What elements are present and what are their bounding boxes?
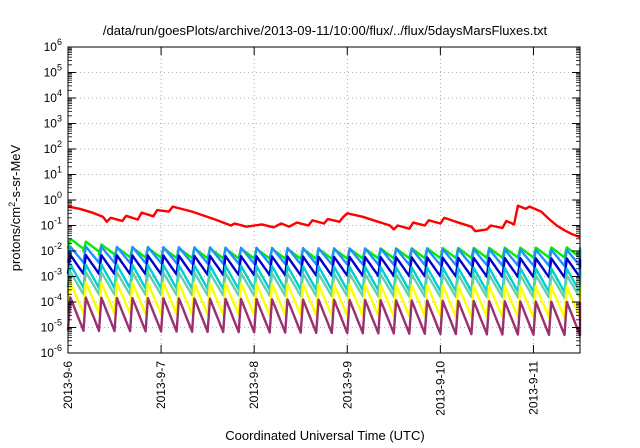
y-tick-label: 102 bbox=[44, 139, 62, 156]
y-tick-label: 104 bbox=[44, 88, 62, 105]
series-line-5 bbox=[66, 263, 582, 294]
x-tick-labels: 2013-9-6 2013-9-7 2013-9-8 2013-9-9 2013-9-1… bbox=[61, 361, 540, 416]
y-tick-label: 10-4 bbox=[41, 292, 62, 309]
chart-title: /data/run/goesPlots/archive/2013-09-11/1… bbox=[103, 23, 548, 38]
x-tick-label: 2013-9-7 bbox=[154, 361, 168, 409]
series-lines bbox=[66, 204, 582, 337]
series-line-4 bbox=[66, 253, 582, 279]
series-line-8 bbox=[66, 296, 582, 337]
y-tick-label: 101 bbox=[44, 165, 62, 182]
y-axis-title-part1: protons/cm bbox=[8, 207, 23, 271]
x-tick-label: 2013-9-8 bbox=[247, 361, 261, 409]
series-line-6 bbox=[66, 270, 582, 299]
y-axis-title-sup: 2 bbox=[7, 202, 17, 207]
ticks bbox=[67, 46, 580, 354]
x-tick-label: 2013-9-9 bbox=[340, 361, 354, 409]
series-line-3 bbox=[66, 245, 582, 268]
series-line-1 bbox=[67, 204, 581, 239]
y-tick-label: 100 bbox=[44, 190, 62, 207]
y-axis-title-part2: -s-sr-MeV bbox=[8, 144, 23, 201]
y-tick-label: 10-5 bbox=[41, 318, 62, 335]
x-axis-title: Coordinated Universal Time (UTC) bbox=[225, 428, 424, 443]
x-tick-label: 2013-9-10 bbox=[433, 361, 447, 416]
series-line-7 bbox=[66, 281, 582, 319]
x-tick-label: 2013-9-11 bbox=[526, 361, 540, 415]
y-tick-label: 10-2 bbox=[41, 241, 62, 258]
y-tick-label: 103 bbox=[44, 114, 62, 131]
y-tick-label: 106 bbox=[44, 37, 62, 54]
y-tick-label: 105 bbox=[44, 63, 62, 80]
y-tick-label: 10-3 bbox=[41, 267, 62, 284]
series-line-2 bbox=[66, 237, 582, 261]
y-axis-title: protons/cm2-s-sr-MeV bbox=[7, 144, 23, 271]
y-tick-label: 10-6 bbox=[41, 343, 62, 360]
y-tick-labels: 10-6 10-5 10-4 10-3 10-2 10-1 100 101 102 103 104 1… bbox=[41, 37, 62, 360]
x-tick-label: 2013-9-6 bbox=[61, 361, 75, 409]
y-tick-label: 10-1 bbox=[41, 216, 62, 233]
